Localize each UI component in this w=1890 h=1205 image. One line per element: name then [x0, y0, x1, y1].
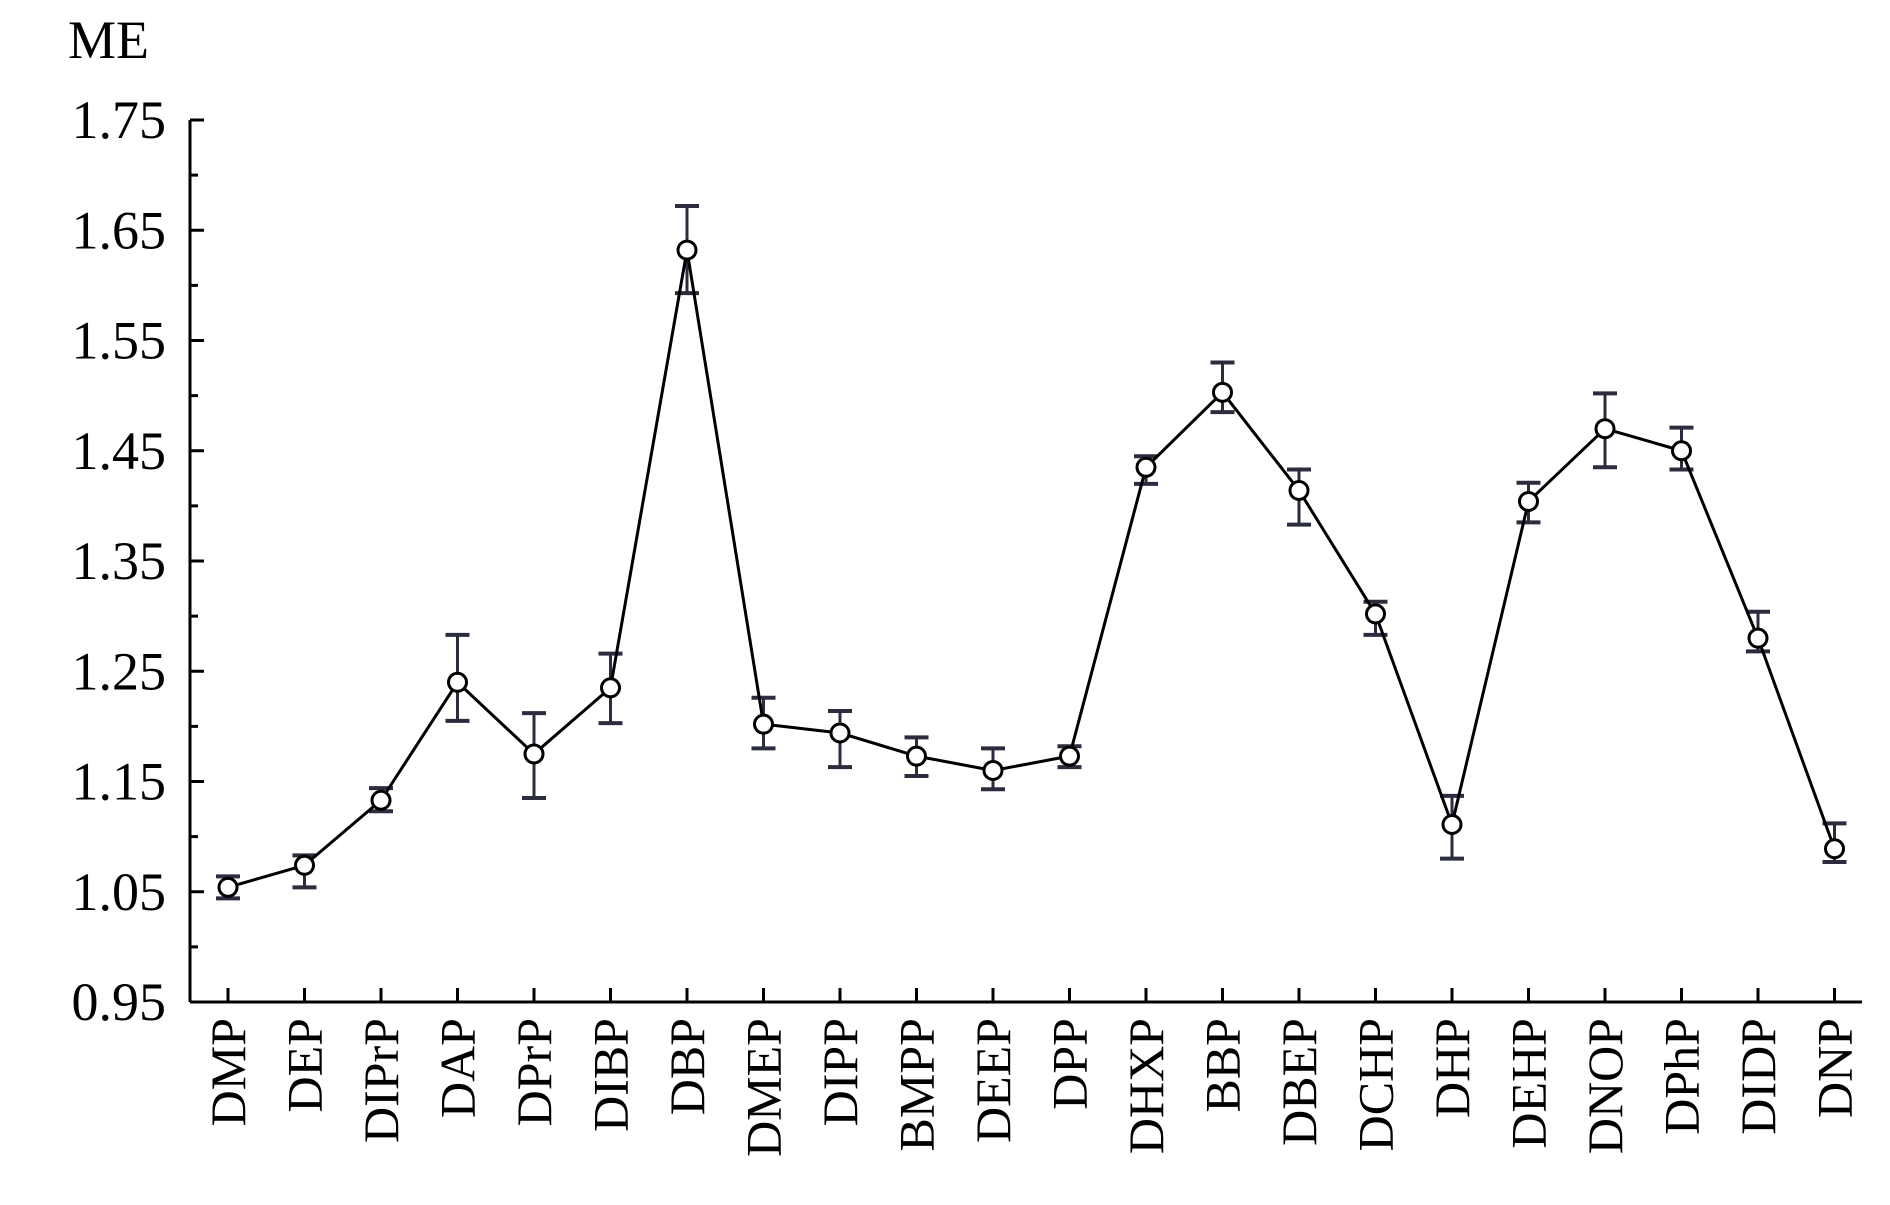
- data-point: [1671, 440, 1692, 462]
- category-label: DIPP: [812, 1018, 868, 1126]
- data-point: [1824, 838, 1845, 860]
- category-label: BBP: [1195, 1018, 1251, 1113]
- y-axis-title: ME: [68, 10, 149, 70]
- x-axis-ticks: DMP DEP DIPrP DAP DPrP DIBP DBP DMEP DIPP BMPP DEE…: [200, 988, 1863, 1157]
- data-point: [294, 854, 315, 876]
- data-point: [829, 722, 851, 744]
- data-point: [1365, 603, 1386, 625]
- y-axis-ticks: 0.95 1.05 1.15 1.25 1.35 1.45 1.55 1.65 1.75: [72, 90, 204, 1032]
- data-point: [1441, 813, 1463, 835]
- y-tick-label: 1.55: [72, 311, 167, 371]
- category-label: DAP: [430, 1018, 486, 1118]
- data-point: [1212, 381, 1233, 403]
- category-label: DPP: [1042, 1018, 1098, 1110]
- category-label: DIPrP: [353, 1018, 409, 1143]
- y-tick-label: 1.25: [72, 641, 167, 701]
- series-line: [227, 248, 1836, 889]
- data-point: [447, 671, 468, 693]
- category-label: DIDP: [1730, 1018, 1786, 1135]
- data-point: [1288, 479, 1310, 501]
- y-tick-label: 1.05: [72, 862, 167, 922]
- y-tick-label: 1.15: [72, 752, 167, 812]
- category-label: BMPP: [889, 1018, 945, 1151]
- y-tick-label: 1.45: [72, 421, 167, 481]
- data-point: [1135, 456, 1157, 478]
- category-label: DPhP: [1654, 1018, 1710, 1135]
- series-line-group: [227, 248, 1836, 889]
- data-point: [600, 677, 621, 699]
- y-tick-label: 1.75: [72, 90, 167, 150]
- y-tick-label: 0.95: [72, 972, 167, 1032]
- data-points: [217, 239, 1845, 898]
- category-label: DHP: [1424, 1018, 1480, 1118]
- category-label: DMP: [200, 1018, 256, 1126]
- y-tick-label: 1.65: [72, 200, 167, 260]
- category-label: DBEP: [1271, 1018, 1327, 1146]
- category-label: DIBP: [583, 1018, 639, 1132]
- data-point: [523, 743, 545, 765]
- category-label: DNP: [1807, 1018, 1863, 1118]
- data-point: [982, 759, 1004, 781]
- category-label: DEEP: [965, 1018, 1021, 1143]
- data-point: [370, 789, 392, 811]
- category-label: DNOP: [1577, 1018, 1633, 1154]
- data-point: [906, 745, 927, 767]
- category-label: DBP: [659, 1018, 715, 1115]
- y-tick-label: 1.35: [72, 531, 167, 591]
- data-point: [1518, 490, 1539, 512]
- category-label: DMEP: [736, 1018, 792, 1157]
- category-label: DCHP: [1348, 1018, 1404, 1151]
- data-point: [217, 876, 239, 898]
- category-label: DPrP: [506, 1018, 562, 1126]
- data-point: [753, 713, 774, 735]
- category-label: DEHP: [1501, 1018, 1557, 1149]
- data-point: [1059, 745, 1080, 767]
- data-point: [676, 239, 698, 261]
- category-label: DHXP: [1118, 1018, 1174, 1154]
- category-label: DEP: [277, 1018, 333, 1112]
- data-point: [1594, 418, 1616, 440]
- data-point: [1747, 627, 1769, 649]
- error-bars: [216, 203, 1847, 901]
